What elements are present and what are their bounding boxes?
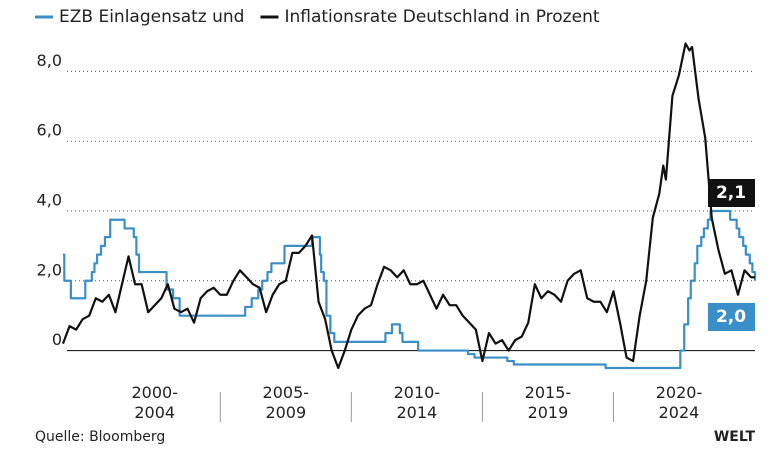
end-label: 2,1	[708, 179, 755, 207]
y-tick-label: 4,0	[37, 190, 62, 209]
end-label-text: 2,0	[716, 307, 746, 327]
y-tick-label: 6,0	[37, 121, 62, 140]
x-tick-label: 2000- 2004	[131, 383, 178, 422]
source: Quelle: Bloomberg	[35, 429, 165, 445]
end-label: 2,0	[708, 303, 755, 331]
end-label-box	[708, 179, 755, 207]
line	[61, 42, 755, 370]
logo: WELT	[714, 429, 756, 445]
y-tick-label: 2,0	[37, 260, 62, 279]
x-tick-label: 2010- 2014	[393, 383, 441, 422]
legend-label: EZB Einlagensatz und	[59, 7, 244, 27]
end-label-box	[708, 303, 755, 331]
x-tick-label: 2005- 2009	[262, 383, 310, 422]
line	[63, 209, 757, 370]
y-tick-label: 8,0	[37, 51, 62, 70]
x-tick-label: 2020- 2024	[655, 383, 703, 422]
end-label-text: 2,1	[716, 183, 746, 203]
legend-label: Inflationsrate Deutschland in Prozent	[284, 7, 599, 27]
x-tick-label: 2015- 2019	[524, 383, 572, 422]
y-tick-label: 0	[52, 330, 62, 349]
